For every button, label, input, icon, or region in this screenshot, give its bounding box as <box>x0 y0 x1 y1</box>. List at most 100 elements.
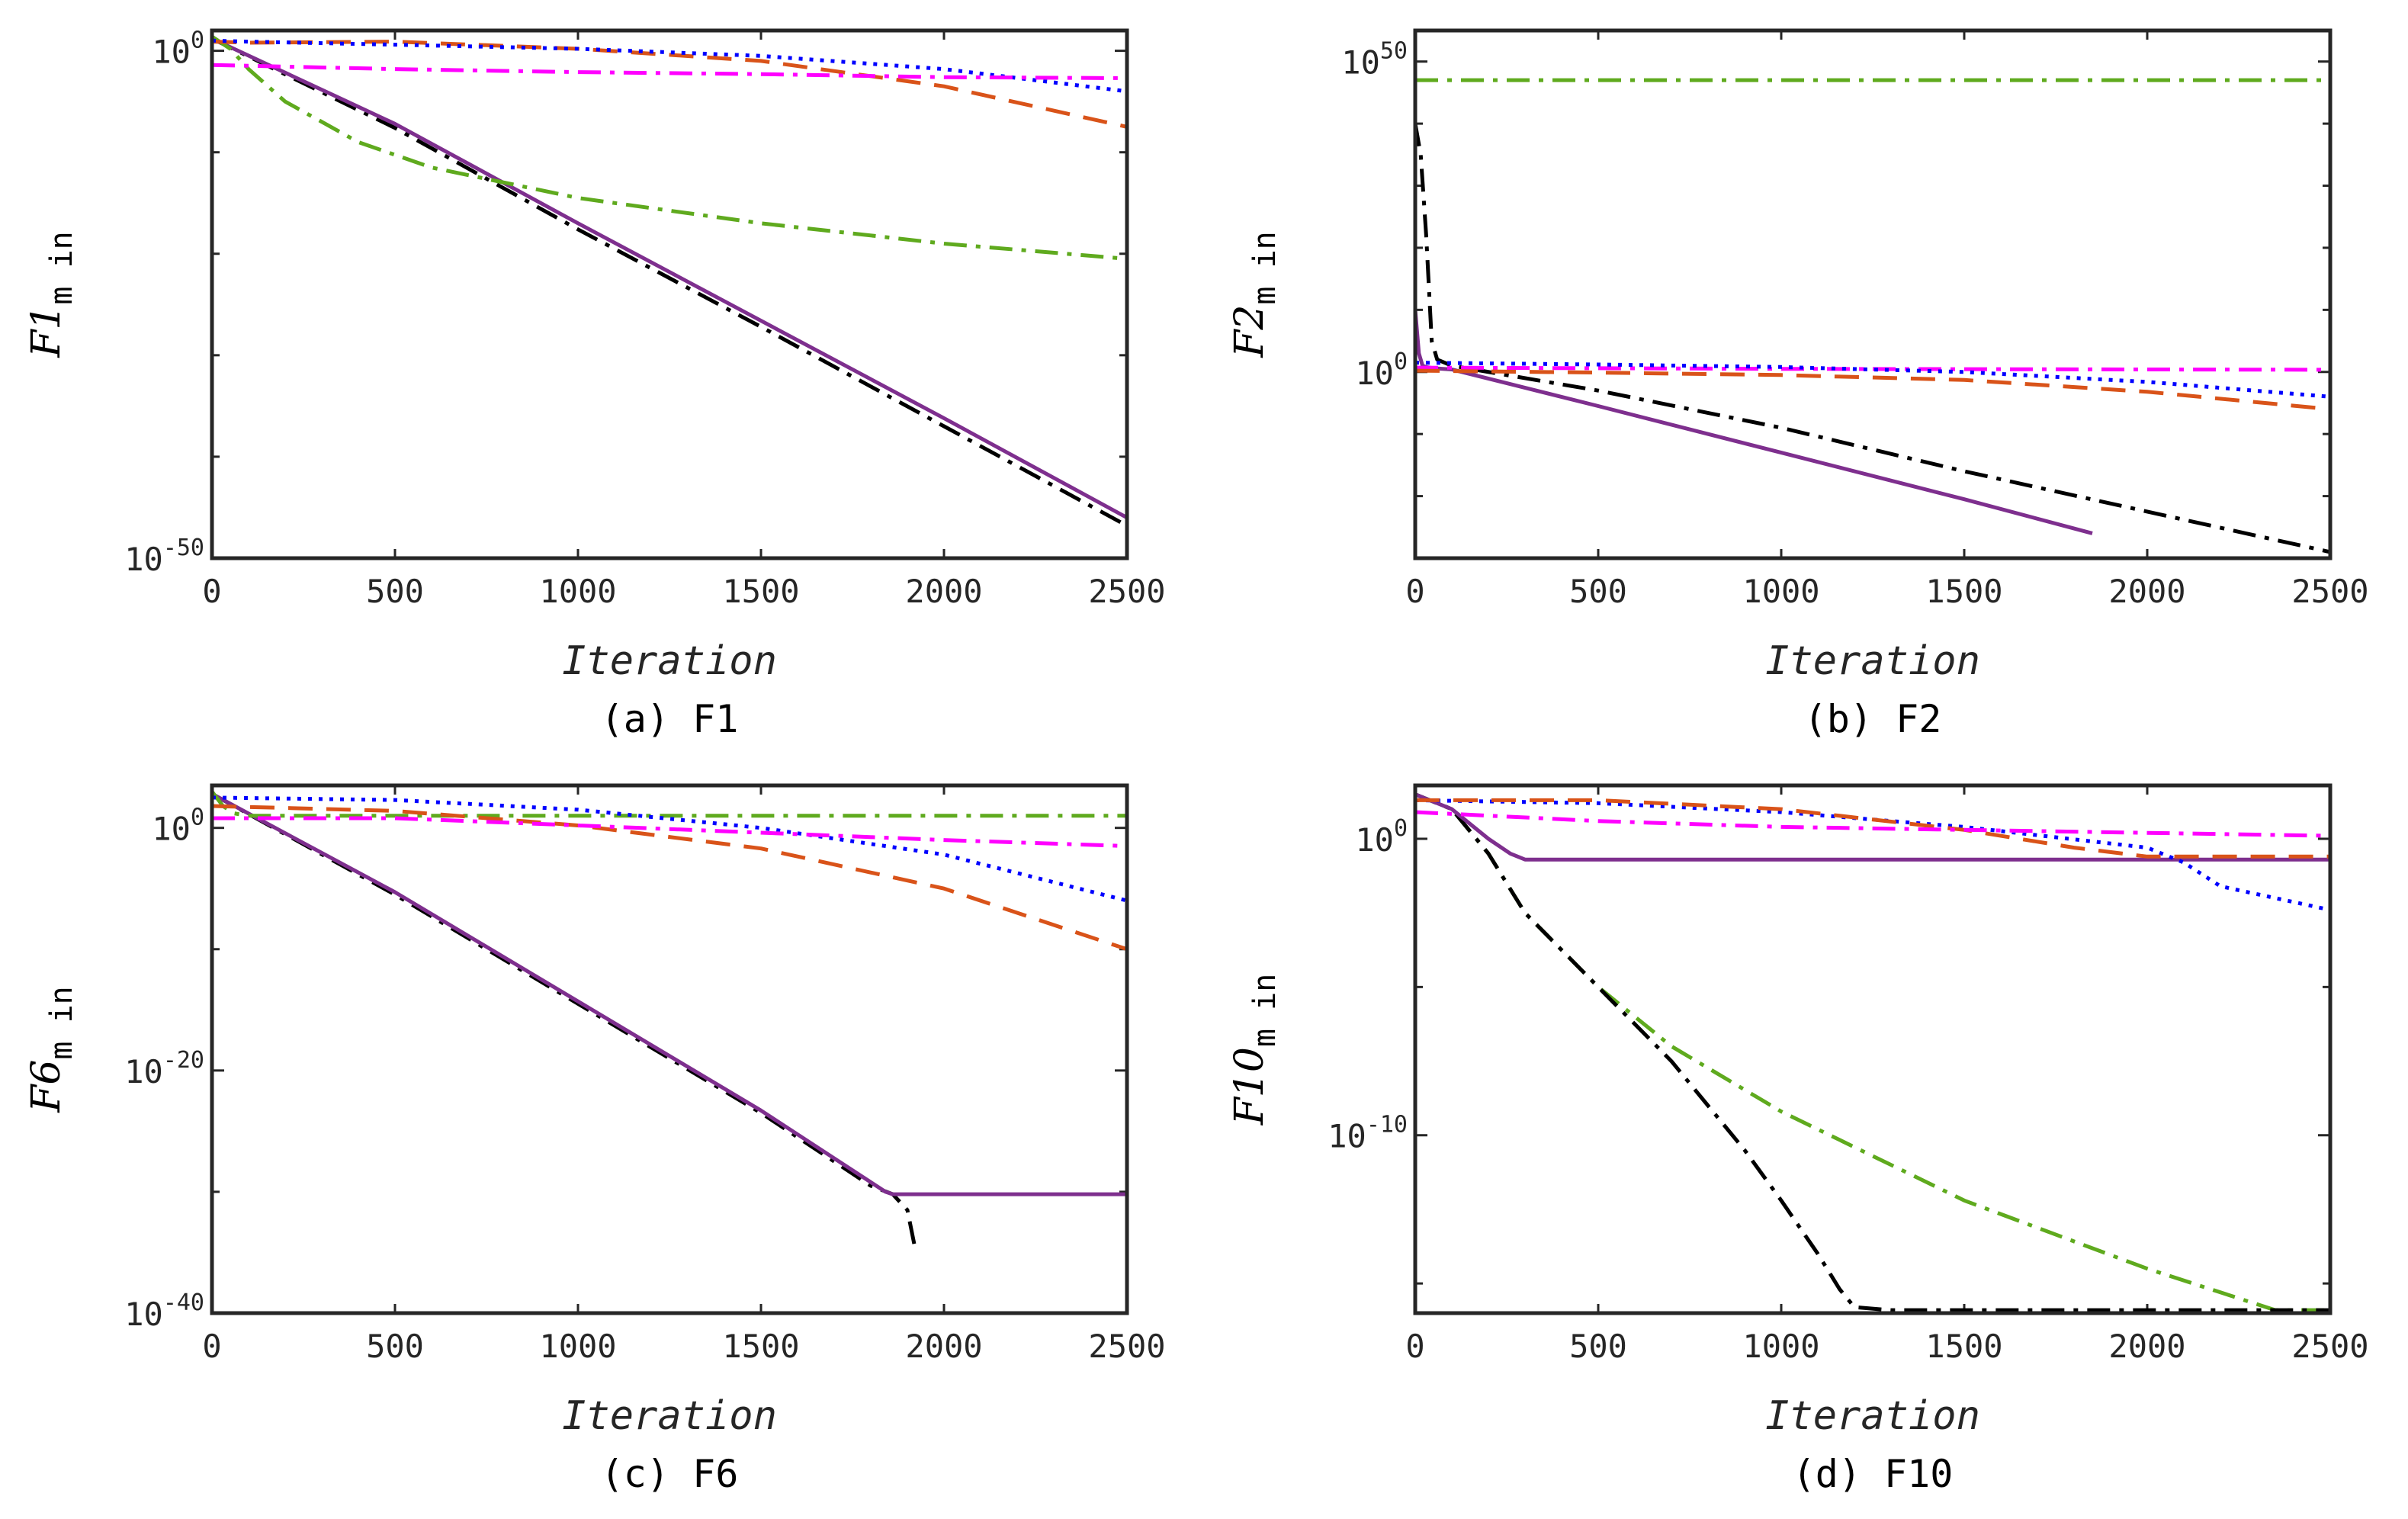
x-axis-title: Iteration <box>1765 638 1980 684</box>
y-tick-exponent: -40 <box>163 1289 204 1316</box>
y-tick-base: 10 <box>1341 44 1380 82</box>
y-axis-title-subscript: m in <box>1247 974 1283 1047</box>
series-line-black <box>1415 123 2330 554</box>
y-axis-title-main: F2 <box>1227 305 1273 358</box>
y-axis-title: F2m in <box>1227 231 1283 358</box>
panel-caption: (d) F10 <box>1793 1452 1954 1496</box>
y-tick-label: 10-10 <box>1328 1112 1408 1155</box>
series-line-orange <box>1415 368 2330 412</box>
y-tick-exponent: 0 <box>1394 348 1408 375</box>
series-line-blue <box>212 795 1127 903</box>
x-tick-label: 1000 <box>1742 1328 1819 1365</box>
panel-d-f10: 0 500 1000 1500 2000 250010010-10Iteration(d)… <box>1227 783 2369 1496</box>
series-line-blue <box>1415 798 2330 912</box>
series-group-d <box>1415 792 2330 1312</box>
x-tick-label: 2500 <box>1088 1328 1165 1365</box>
x-tick-label: 0 <box>1405 573 1424 610</box>
series-line-purple <box>212 792 1127 1196</box>
x-tick-label: 500 <box>1569 1328 1627 1365</box>
y-tick-label: 10-50 <box>124 535 204 578</box>
plot-area-c <box>212 785 1127 1313</box>
series-line-blue <box>1415 361 2330 399</box>
series-line-blue <box>212 38 1127 94</box>
series-line-green <box>1415 792 2330 1312</box>
y-axis-title-main: F1 <box>24 305 69 358</box>
y-tick-exponent: 0 <box>191 804 204 831</box>
plot-frame-c <box>210 783 1129 1315</box>
y-tick-label: 10-40 <box>124 1289 204 1333</box>
y-tick-base: 10 <box>124 1296 163 1333</box>
series-line-black <box>212 37 1127 528</box>
y-tick-base: 10 <box>152 811 191 848</box>
series-line-purple <box>212 37 1127 519</box>
x-tick-label: 2000 <box>2108 1328 2185 1365</box>
plot-area-b <box>1415 31 2330 558</box>
panel-caption: (b) F2 <box>1804 697 1942 741</box>
x-tick-label: 1500 <box>722 573 799 610</box>
panel-c-f6: 0 500 1000 1500 2000 250010010-2010-40Iterati… <box>24 783 1166 1496</box>
panel-caption: (c) F6 <box>601 1452 739 1496</box>
x-tick-label: 0 <box>202 573 221 610</box>
plot-frame-a <box>210 28 1129 560</box>
series-line-magenta <box>212 63 1127 80</box>
x-tick-label: 2000 <box>905 1328 982 1365</box>
y-tick-exponent: -10 <box>1366 1112 1408 1138</box>
series-line-green <box>212 34 1127 261</box>
x-tick-label: 0 <box>1405 1328 1424 1365</box>
x-tick-label: 1500 <box>722 1328 799 1365</box>
series-group-a <box>212 34 1127 528</box>
y-tick-label: 100 <box>152 804 204 848</box>
series-line-black <box>1415 792 2330 1312</box>
y-tick-label: 100 <box>1355 348 1408 392</box>
series-line-purple <box>1415 792 2330 862</box>
y-axis-title: F6m in <box>24 986 79 1113</box>
plot-area-d <box>1415 785 2330 1313</box>
plot-frame-d <box>1413 783 2333 1315</box>
x-tick-label: 2000 <box>905 573 982 610</box>
panel-b-f2: 0 500 1000 1500 2000 25001050100Iteration(b) … <box>1227 28 2369 741</box>
y-tick-exponent: 0 <box>191 27 204 54</box>
plot-frame-b <box>1413 28 2333 560</box>
series-line-magenta <box>1415 365 2330 372</box>
y-tick-label: 10-20 <box>124 1047 204 1090</box>
y-tick-exponent: 0 <box>1394 815 1408 842</box>
y-axis-title-main: F6 <box>24 1060 69 1113</box>
x-axis-title: Iteration <box>562 638 777 684</box>
x-tick-label: 1500 <box>1925 573 2002 610</box>
y-tick-base: 10 <box>1328 1118 1366 1155</box>
x-tick-label: 1000 <box>1742 573 1819 610</box>
y-axis-title: F10m in <box>1227 974 1283 1126</box>
x-axis-title: Iteration <box>562 1393 777 1439</box>
x-tick-label: 2500 <box>2291 573 2368 610</box>
plot-area-a <box>212 31 1127 558</box>
y-tick-exponent: 50 <box>1380 38 1408 65</box>
y-axis-title-subscript: m in <box>44 986 79 1059</box>
y-tick-label: 100 <box>1355 815 1408 859</box>
x-tick-label: 500 <box>366 1328 424 1365</box>
y-tick-base: 10 <box>152 34 191 71</box>
x-tick-label: 2500 <box>2291 1328 2368 1365</box>
y-axis-title: F1m in <box>24 231 79 358</box>
panel-a-f1: 0 500 1000 1500 2000 250010010-50Iteration(a)… <box>24 27 1166 741</box>
y-axis-title-subscript: m in <box>1247 231 1283 304</box>
series-group-b <box>1415 78 2330 554</box>
x-tick-label: 1500 <box>1925 1328 2002 1365</box>
x-tick-label: 1000 <box>539 573 616 610</box>
x-tick-label: 500 <box>1569 573 1627 610</box>
x-tick-label: 0 <box>202 1328 221 1365</box>
y-axis-title-subscript: m in <box>44 231 79 304</box>
series-line-orange <box>212 804 1127 952</box>
y-tick-label: 1050 <box>1341 38 1408 82</box>
y-tick-base: 10 <box>124 541 163 578</box>
y-tick-exponent: -20 <box>163 1047 204 1074</box>
x-axis-title: Iteration <box>1765 1393 1980 1439</box>
y-tick-label: 100 <box>152 27 204 71</box>
y-axis-title-main: F10 <box>1227 1047 1273 1126</box>
series-line-black <box>212 792 917 1247</box>
series-line-purple <box>1415 310 2093 535</box>
x-tick-label: 2500 <box>1088 573 1165 610</box>
x-tick-label: 1000 <box>539 1328 616 1365</box>
y-tick-base: 10 <box>124 1053 163 1090</box>
x-tick-label: 2000 <box>2108 573 2185 610</box>
